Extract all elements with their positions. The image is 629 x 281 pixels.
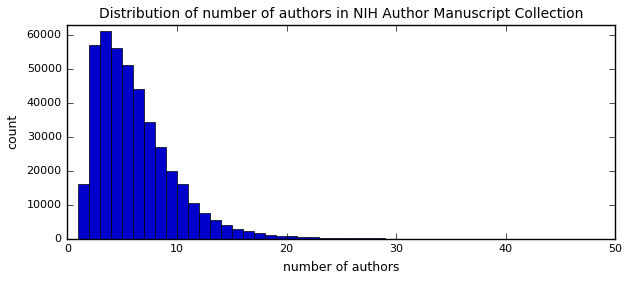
Bar <box>276 236 286 239</box>
Bar <box>243 231 253 239</box>
Bar <box>342 238 352 239</box>
Title: Distribution of number of authors in NIH Author Manuscript Collection: Distribution of number of authors in NIH… <box>99 7 584 21</box>
Bar <box>210 220 221 239</box>
Bar <box>78 184 89 239</box>
Bar <box>352 238 363 239</box>
Bar <box>133 89 144 239</box>
Bar <box>166 171 177 239</box>
Bar <box>231 229 243 239</box>
Bar <box>155 147 166 239</box>
Bar <box>144 121 155 239</box>
Bar <box>298 237 308 239</box>
Bar <box>330 238 342 239</box>
Bar <box>308 237 320 239</box>
Bar <box>221 225 231 239</box>
Bar <box>177 184 188 239</box>
Bar <box>363 238 374 239</box>
X-axis label: number of authors: number of authors <box>283 261 399 274</box>
Bar <box>253 233 265 239</box>
Bar <box>89 45 100 239</box>
Bar <box>122 65 133 239</box>
Bar <box>111 48 122 239</box>
Bar <box>265 235 276 239</box>
Bar <box>199 213 210 239</box>
Bar <box>320 238 330 239</box>
Bar <box>188 203 199 239</box>
Bar <box>286 236 298 239</box>
Bar <box>100 31 111 239</box>
Y-axis label: count: count <box>7 114 19 149</box>
